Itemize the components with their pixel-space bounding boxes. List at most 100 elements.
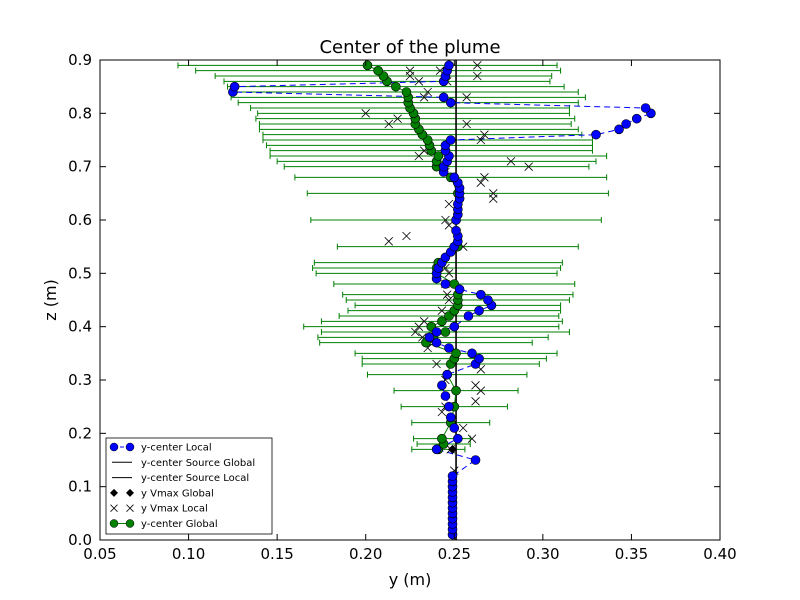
legend-label: y-center Source Global (141, 458, 255, 469)
vmax-local-stroke (437, 407, 447, 417)
legend: y-center Local y-center Source Global y-ce… (105, 437, 273, 535)
axes-frame (99, 59, 721, 541)
vmax-local-marker (473, 61, 482, 70)
global-center-point (451, 385, 461, 396)
legend-marker (126, 488, 134, 497)
local-center-point (444, 60, 454, 71)
y-tick-label: 0.0 (68, 531, 92, 549)
local-center-point (449, 423, 460, 433)
vmax-local-stroke (471, 397, 480, 406)
local-center-point (437, 380, 447, 391)
y-axis-label: z (m) (41, 279, 60, 321)
vmax-local-stroke (419, 317, 429, 326)
vmax-local-marker (480, 130, 489, 139)
vmax-local-stroke (435, 66, 445, 75)
local-center-point (431, 444, 442, 455)
vmax-local-stroke (441, 263, 450, 273)
vmax-local-marker (473, 71, 482, 81)
vmax-local-marker (393, 114, 402, 123)
vmax-local-marker (423, 87, 432, 97)
global-center-point (433, 151, 444, 161)
global-center-point (401, 87, 412, 97)
vmax-local-stroke (467, 434, 477, 443)
chart-title: Center of the plume (319, 37, 500, 58)
axes: 0.05 0.10 0.15 0.20 0.25 0.30 0.35 0.40 0.0 0.1 0.… (68, 51, 737, 563)
y-tick-label: 0.7 (68, 158, 92, 176)
local-center-point (440, 391, 451, 401)
vmax-local-stroke (444, 199, 454, 209)
local-center-point (440, 279, 451, 289)
vmax-local-marker (444, 269, 454, 278)
vmax-local-stroke (418, 333, 427, 342)
local-center-point (640, 103, 651, 113)
x-tick-label: 0.15 (260, 545, 293, 563)
x-tick-label: 0.10 (172, 545, 205, 563)
vmax-local-stroke (506, 157, 516, 166)
x-tick-label: 0.30 (526, 545, 559, 563)
local-center-point (424, 332, 435, 343)
vmax-local-marker (441, 215, 450, 225)
vmax-local-marker (471, 381, 480, 390)
vmax-local-marker (442, 290, 452, 299)
local-center-point (463, 311, 474, 321)
vmax-local-marker (405, 66, 415, 75)
vmax-local-stroke (524, 162, 533, 171)
local-center-point (229, 81, 240, 92)
vmax-local-marker (444, 221, 454, 230)
global-center-point (391, 81, 401, 92)
vmax-local-stroke (476, 365, 486, 374)
y-tick-label: 0.1 (68, 478, 92, 496)
y-tick-label: 0.5 (68, 264, 92, 282)
vmax-local-marker (361, 109, 370, 118)
legend-label: y-center Global (141, 519, 218, 530)
local-center-point (454, 284, 465, 295)
y-tick-label: 0.4 (68, 318, 92, 336)
vmax-local-marker (524, 162, 533, 171)
legend-label: y Vmax Global (141, 488, 214, 499)
legend-marker (109, 519, 119, 528)
vmax-local-marker (480, 173, 489, 182)
local-center-point (447, 471, 458, 481)
vmax-local-stroke (402, 231, 411, 241)
legend-label: y-center Source Local (141, 473, 249, 484)
global-center-point (373, 65, 383, 76)
vmax-local-stroke (444, 221, 454, 230)
vmax-local-stroke (476, 386, 486, 395)
legend-marker (110, 504, 118, 512)
vmax-local-stroke (480, 130, 489, 139)
vmax-local-stroke (405, 66, 415, 75)
legend-entry: y Vmax Local (110, 504, 208, 515)
x-tick-label: 0.40 (703, 545, 736, 563)
local-center-point (631, 113, 642, 124)
y-tick-label: 0.9 (68, 51, 92, 69)
local-center-point (467, 348, 477, 359)
x-tick-label: 0.05 (83, 545, 116, 563)
vmax-local-marker (432, 359, 441, 369)
vmax-local-stroke (473, 61, 482, 70)
vmax-local-marker (444, 199, 454, 209)
vmax-local-marker (471, 397, 480, 406)
vmax-local-marker (384, 119, 394, 129)
local-center-point (442, 369, 453, 380)
vmax-local-stroke (419, 93, 429, 102)
local-center-point (451, 225, 461, 236)
x-tick-label: 0.35 (615, 545, 648, 563)
vmax-local-stroke (444, 295, 454, 305)
legend-marker (126, 504, 134, 512)
vmax-local-stroke (423, 87, 432, 97)
vmax-local-stroke (442, 290, 452, 299)
legend-entry: y-center Local (109, 443, 212, 454)
local-center-point (438, 92, 449, 103)
vmax-local-marker (402, 231, 411, 241)
vmax-local-stroke (476, 135, 486, 145)
vmax-local-marker (411, 327, 420, 337)
local-center-point (449, 321, 460, 332)
local-center-point (453, 433, 463, 444)
vmax-local-stroke (361, 109, 370, 118)
local-center-point (445, 135, 456, 145)
local-center-point (591, 129, 601, 140)
vmax-local-marker (437, 306, 447, 315)
local-center-point (483, 295, 493, 305)
legend-entry: y-center Source Global (112, 458, 255, 469)
